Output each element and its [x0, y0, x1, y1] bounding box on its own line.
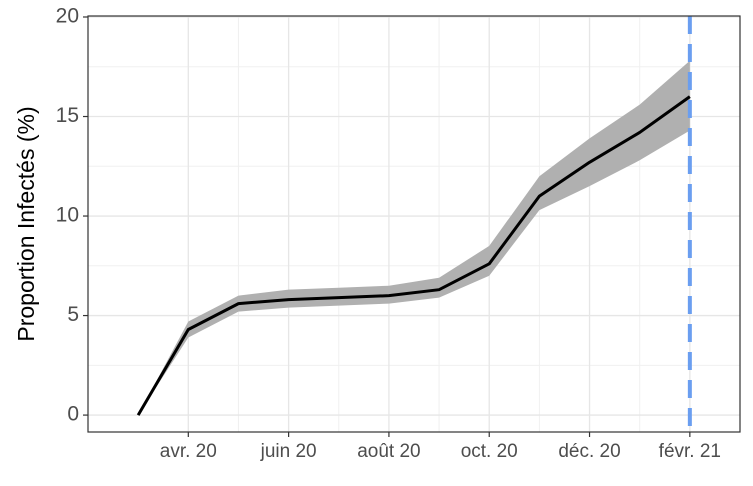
y-tick-label: 10: [56, 204, 79, 227]
x-tick-label: juin 20: [260, 441, 317, 462]
y-tick-label: 20: [56, 5, 79, 28]
plot-panel: [88, 16, 740, 432]
y-axis-title: Proportion Infectés (%): [13, 106, 39, 341]
line: [136, 95, 691, 416]
y-tick-label: 15: [56, 104, 79, 127]
y-tick-label: 0: [67, 403, 79, 426]
x-tick-label: avr. 20: [160, 441, 217, 462]
panel-border: [87, 15, 741, 433]
x-tick-label: août 20: [357, 441, 420, 462]
x-tick-label: déc. 20: [558, 441, 620, 462]
y-tick-label: 5: [67, 303, 79, 326]
x-tick-label: oct. 20: [461, 441, 518, 462]
x-tick-label: févr. 21: [659, 441, 721, 462]
